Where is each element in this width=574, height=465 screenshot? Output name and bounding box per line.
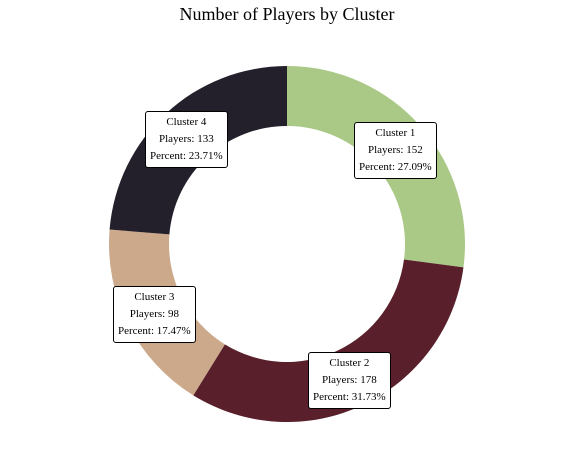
callout-cluster-3: Cluster 3 Players: 98 Percent: 17.47% <box>113 286 196 343</box>
chart-title: Number of Players by Cluster <box>179 4 395 24</box>
callout-label: Cluster 2 <box>329 357 370 369</box>
callout-percent: Percent: 17.47% <box>118 325 191 337</box>
callout-percent: Percent: 31.73% <box>313 391 386 403</box>
callout-percent: Percent: 23.71% <box>150 150 223 162</box>
callout-label: Cluster 4 <box>166 116 207 128</box>
callout-cluster-2: Cluster 2 Players: 178 Percent: 31.73% <box>308 352 391 409</box>
callout-cluster-1: Cluster 1 Players: 152 Percent: 27.09% <box>354 122 437 179</box>
callout-label: Cluster 1 <box>375 127 416 139</box>
callout-cluster-4: Cluster 4 Players: 133 Percent: 23.71% <box>145 111 228 168</box>
callout-label: Cluster 3 <box>134 291 175 303</box>
slice-cluster-2 <box>193 259 464 422</box>
callout-players: Players: 133 <box>159 133 214 145</box>
callout-percent: Percent: 27.09% <box>359 161 432 173</box>
slice-cluster-1 <box>287 66 465 268</box>
callout-players: Players: 152 <box>368 144 423 156</box>
callout-players: Players: 178 <box>322 374 377 386</box>
callout-players: Players: 98 <box>129 308 179 320</box>
